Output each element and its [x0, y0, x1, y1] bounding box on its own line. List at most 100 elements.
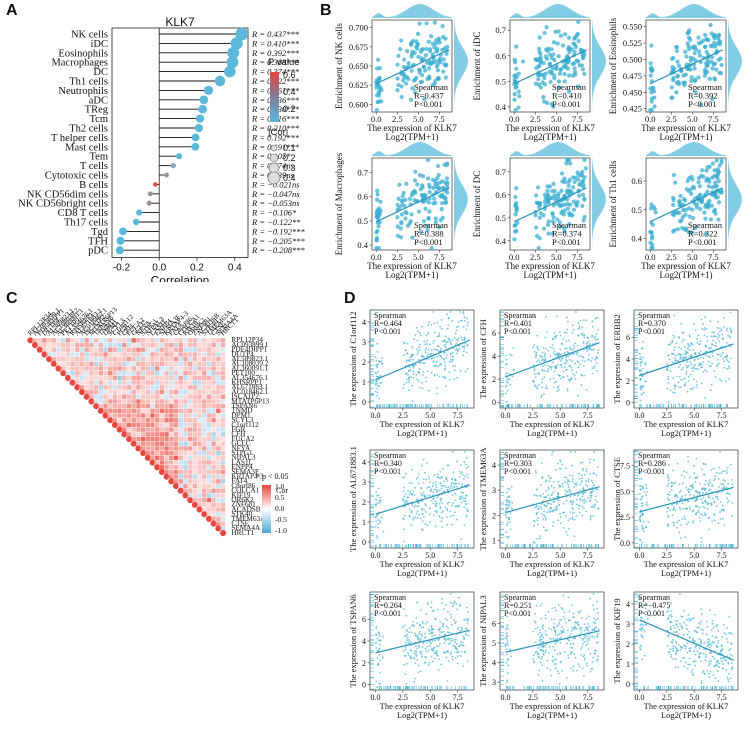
heat-cell [220, 408, 226, 414]
scatter-point [405, 499, 408, 502]
scatter-point [563, 481, 566, 483]
heat-cell [192, 403, 198, 409]
heat-cell [159, 375, 165, 381]
stat-r: R=0.464 [374, 319, 402, 328]
scatter-point [687, 380, 690, 383]
heat-cell [206, 469, 212, 475]
heat-cell [220, 521, 226, 527]
heat-cell [211, 483, 217, 489]
gene-row-label: AL360091.1 [231, 364, 268, 372]
scatter-point [698, 343, 701, 346]
scatter-point [697, 511, 700, 513]
scatter-point [721, 357, 724, 360]
scatter-point [589, 458, 591, 461]
heat-cell [121, 366, 127, 372]
regression-line [513, 49, 587, 85]
scatter-point [703, 216, 708, 221]
heat-cell [154, 455, 160, 461]
heat-cell [150, 422, 156, 428]
scatter-point [514, 205, 520, 210]
scatter-point [701, 505, 704, 508]
scatter-point [717, 472, 720, 475]
scatter-point [731, 483, 734, 486]
y-tick-label: 0.475 [623, 71, 642, 81]
heat-cell [182, 474, 188, 480]
heat-cell [215, 403, 221, 409]
scatter-point [379, 521, 382, 524]
x-tick-label: 2.5 [530, 114, 541, 124]
heat-cell [126, 427, 132, 433]
scatter-point [433, 652, 436, 654]
row-label: Tem [89, 152, 108, 163]
heat-cell [173, 375, 179, 381]
heat-cell [173, 474, 179, 480]
heat-cell [197, 384, 203, 390]
scatter-point [429, 34, 434, 39]
scatter-point [454, 332, 457, 335]
scatter-point [669, 341, 672, 344]
x-tick-label: 7.5 [583, 411, 593, 420]
heat-cell [192, 361, 198, 367]
heat-cell [192, 408, 198, 414]
scatter-point [644, 362, 647, 365]
heat-cell [192, 460, 198, 466]
scatter-point [423, 340, 426, 343]
scatter-point [533, 369, 535, 372]
scatter-point [573, 374, 576, 377]
scatter-point [694, 351, 697, 354]
scatter-point [686, 365, 689, 368]
scatter-point [545, 188, 550, 194]
heat-cell [206, 502, 212, 508]
scatter-point [550, 368, 553, 371]
heat-cell [159, 370, 165, 376]
scatter-point [595, 474, 598, 476]
scatter-point [700, 513, 702, 515]
heat-cell [56, 356, 62, 362]
scatter-point [504, 503, 507, 506]
scatter-point [416, 348, 418, 351]
scatter-point [560, 179, 565, 184]
heat-cell [159, 380, 165, 386]
scatter-point [711, 484, 714, 487]
x-axis-label-2: Log2(TPM+1) [523, 270, 576, 280]
scatter-point [674, 45, 679, 50]
scatter-point [410, 493, 413, 496]
heat-cell [192, 483, 198, 489]
scatter-point [552, 524, 554, 527]
scatter-point [707, 76, 712, 82]
scatter-point [708, 356, 711, 359]
scatter-point [435, 486, 438, 489]
heat-cell [197, 445, 203, 451]
scatter-point [421, 620, 424, 623]
heat-cell [159, 427, 165, 433]
scatter-point [713, 370, 716, 373]
heat-cell [79, 337, 85, 343]
heat-cell [206, 488, 212, 494]
heat-cell [187, 370, 193, 376]
scatter-point [669, 509, 671, 512]
heat-cell [117, 413, 123, 419]
scatter-point [580, 203, 585, 208]
scatter-point [374, 235, 380, 240]
heat-cell [187, 361, 193, 367]
scatter-point [692, 498, 694, 501]
heat-cell [197, 417, 203, 423]
heat-cell [112, 384, 118, 390]
scatter-point [451, 486, 454, 489]
x-axis-label-2: Log2(TPM+1) [523, 132, 576, 142]
scatter-point [559, 348, 562, 351]
scatter-point [556, 505, 558, 508]
scatter-point [562, 526, 565, 529]
heat-cell [201, 370, 207, 376]
heat-cell [215, 431, 221, 437]
scatter-point [585, 319, 587, 322]
heat-cell [173, 422, 179, 428]
scatter-point [586, 350, 589, 353]
regression-line [649, 49, 723, 85]
x-tick-label: 0.4 [228, 263, 242, 274]
scatter-point [710, 97, 715, 102]
scatter-point [577, 322, 580, 324]
heat-cell [206, 413, 212, 419]
scatter-point [425, 376, 427, 379]
